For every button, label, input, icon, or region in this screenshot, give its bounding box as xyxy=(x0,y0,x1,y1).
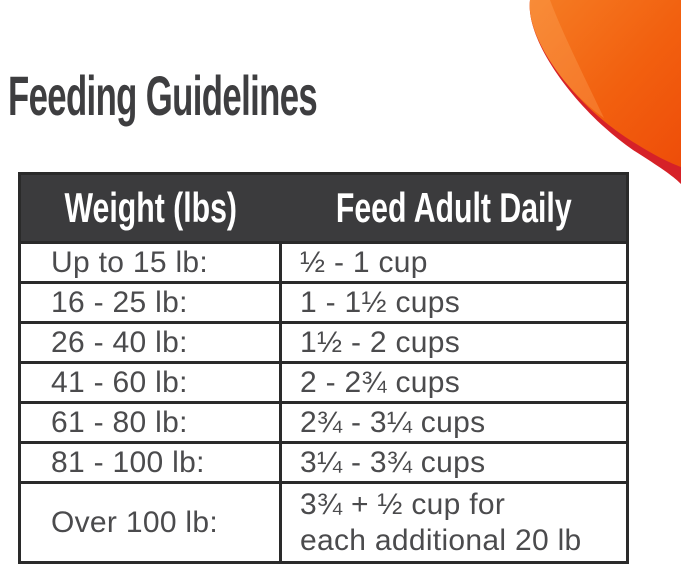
swoosh-red-edge xyxy=(529,0,681,184)
weight-cell: 26 - 40 lb: xyxy=(19,321,281,363)
table-body: Up to 15 lb: ½ - 1 cup 16 - 25 lb: 1 - 1… xyxy=(19,241,628,563)
header-row: Weight (lbs) Feed Adult Daily xyxy=(19,173,628,243)
weight-cell: Up to 15 lb: xyxy=(19,241,281,283)
table-row: Over 100 lb: 3¾ + ½ cup for each additio… xyxy=(19,481,628,563)
table-row: 41 - 60 lb: 2 - 2¾ cups xyxy=(19,361,628,403)
column-header-feed: Feed Adult Daily xyxy=(280,173,628,243)
table-header: Weight (lbs) Feed Adult Daily xyxy=(19,173,628,243)
page-title: Feeding Guidelines xyxy=(8,64,318,127)
feed-cell: 1 - 1½ cups xyxy=(279,281,628,323)
table-row: 16 - 25 lb: 1 - 1½ cups xyxy=(19,281,628,323)
column-header-feed-label: Feed Adult Daily xyxy=(335,184,572,231)
column-header-weight: Weight (lbs) xyxy=(19,173,281,243)
feeding-guidelines-table: Weight (lbs) Feed Adult Daily Up to 15 l… xyxy=(18,172,629,564)
feed-cell: ½ - 1 cup xyxy=(279,241,628,283)
weight-cell: 41 - 60 lb: xyxy=(19,361,281,403)
feed-cell: 2 - 2¾ cups xyxy=(279,361,628,403)
feed-cell: 2¾ - 3¼ cups xyxy=(279,401,628,443)
table-row: Up to 15 lb: ½ - 1 cup xyxy=(19,241,628,283)
feed-cell: 1½ - 2 cups xyxy=(279,321,628,363)
weight-cell: 16 - 25 lb: xyxy=(19,281,281,323)
weight-cell: 61 - 80 lb: xyxy=(19,401,281,443)
column-header-weight-label: Weight (lbs) xyxy=(64,184,237,231)
swoosh-highlight xyxy=(529,0,604,118)
table-row: 81 - 100 lb: 3¼ - 3¾ cups xyxy=(19,441,628,483)
table-row: 61 - 80 lb: 2¾ - 3¼ cups xyxy=(19,401,628,443)
swoosh-orange-body xyxy=(529,0,681,167)
feed-cell: 3¾ + ½ cup for each additional 20 lb xyxy=(279,481,628,563)
weight-cell: Over 100 lb: xyxy=(19,481,281,563)
corner-swoosh-graphic xyxy=(529,0,681,184)
feed-cell: 3¼ - 3¾ cups xyxy=(279,441,628,483)
weight-cell: 81 - 100 lb: xyxy=(19,441,281,483)
table-row: 26 - 40 lb: 1½ - 2 cups xyxy=(19,321,628,363)
